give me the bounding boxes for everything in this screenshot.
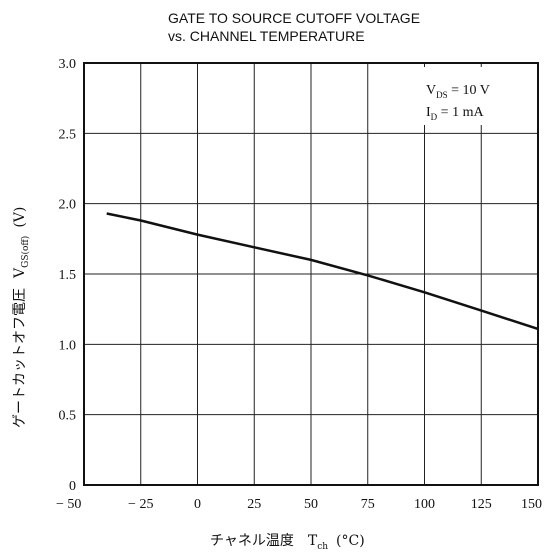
y-tick-label: 0.5 bbox=[59, 409, 77, 424]
x-tick-label: − 25 bbox=[128, 497, 153, 512]
condition-id: ID = 1 mA bbox=[426, 105, 484, 122]
x-tick-label: 125 bbox=[471, 497, 492, 512]
x-tick-label: 0 bbox=[194, 497, 201, 512]
series-line bbox=[106, 212, 539, 331]
y-tick-label: 3.0 bbox=[59, 57, 77, 72]
y-tick-label: 2.0 bbox=[59, 198, 77, 213]
y-axis-label: ゲートカットオフ電圧VGS(off)(V) bbox=[12, 207, 31, 428]
x-tick-label: − 50 bbox=[56, 497, 81, 512]
grid bbox=[83, 62, 539, 486]
x-tick-label: 50 bbox=[304, 497, 318, 512]
condition-vds: VDS = 10 V bbox=[426, 83, 490, 100]
plot-frame bbox=[83, 62, 539, 486]
x-tick-label: 25 bbox=[247, 497, 261, 512]
x-tick-label: 150 bbox=[521, 497, 542, 512]
y-tick-label: 0 bbox=[69, 479, 76, 494]
chart-subtitle: vs. CHANNEL TEMPERATURE bbox=[168, 28, 365, 44]
x-tick-label: 100 bbox=[414, 497, 435, 512]
x-tick-labels: − 50 − 25 0 25 50 75 100 125 150 bbox=[56, 497, 542, 512]
y-tick-labels: 0 0.5 1.0 1.5 2.0 2.5 3.0 bbox=[59, 57, 77, 494]
conditions-box: VDS = 10 V ID = 1 mA bbox=[420, 67, 532, 125]
y-tick-label: 1.5 bbox=[59, 268, 77, 283]
chart-title: GATE TO SOURCE CUTOFF VOLTAGE bbox=[168, 10, 420, 26]
x-tick-label: 75 bbox=[361, 497, 375, 512]
y-tick-label: 1.0 bbox=[59, 338, 77, 353]
x-axis-label: チャネル温度 Tch (°C) bbox=[210, 533, 365, 552]
y-tick-label: 2.5 bbox=[59, 127, 77, 142]
